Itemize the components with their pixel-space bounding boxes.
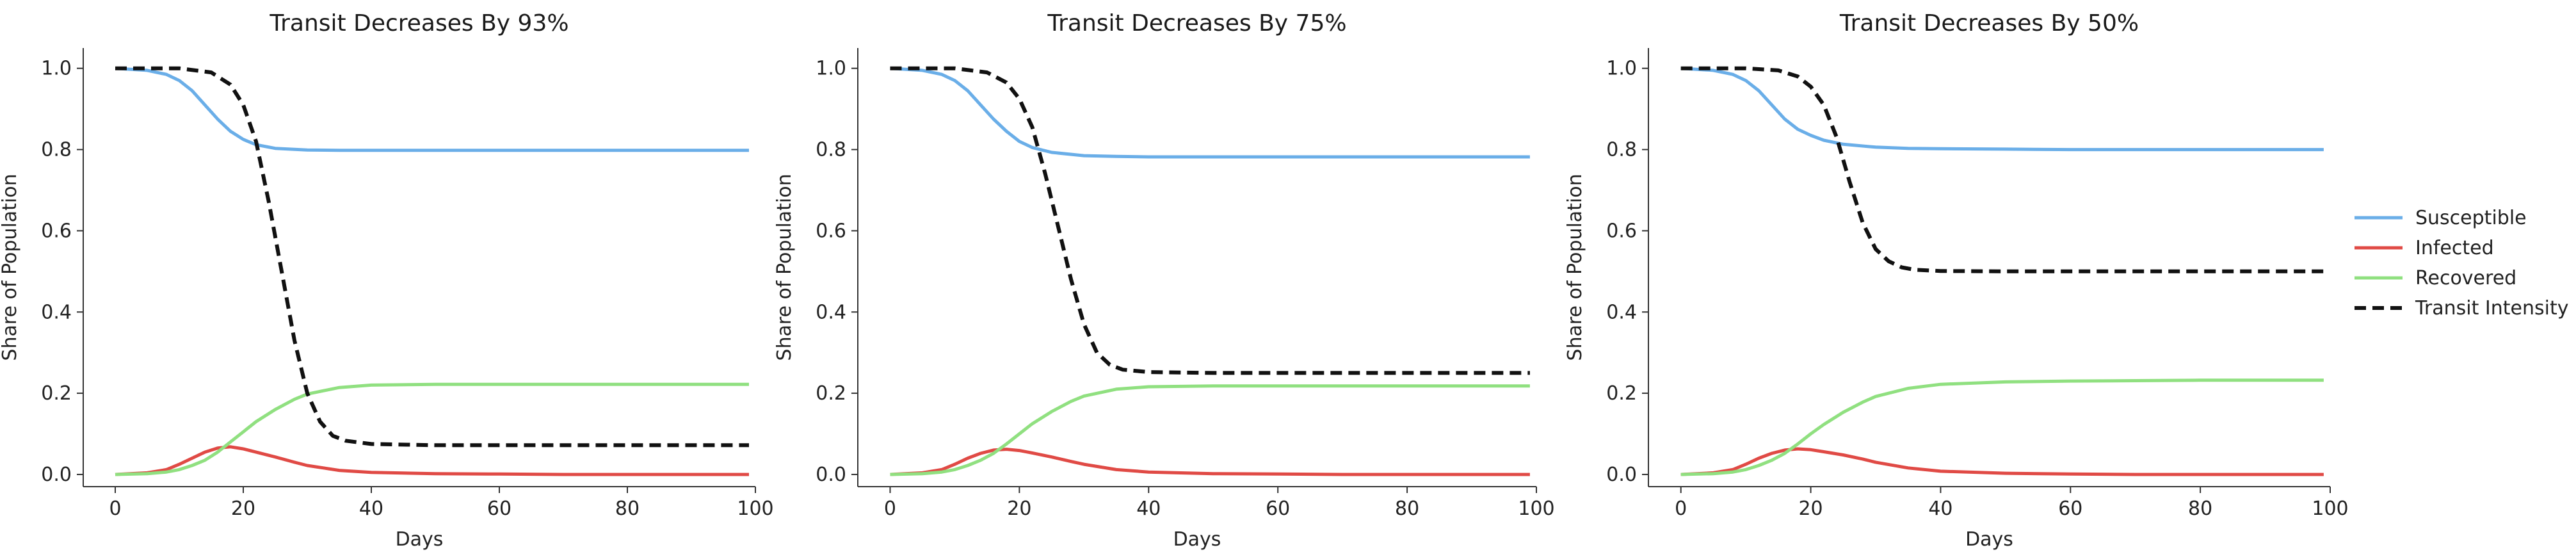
- y-tick-label: 1.0: [41, 58, 72, 80]
- series-line-infected: [115, 445, 749, 476]
- y-axis-label: Share of Population: [773, 174, 796, 361]
- legend-item-transit-intensity: Transit Intensity: [2355, 297, 2569, 320]
- x-tick-label: 20: [231, 498, 255, 520]
- x-tick-label: 40: [1928, 498, 1952, 520]
- legend: Susceptible Infected Recovered Transit Inte…: [2355, 207, 2569, 320]
- y-tick-label: 0.8: [816, 139, 846, 161]
- legend-item-recovered: Recovered: [2355, 267, 2516, 289]
- legend-item-infected: Infected: [2355, 237, 2494, 259]
- y-tick-label: 0.6: [816, 220, 846, 242]
- y-tick-label: 0.4: [1606, 301, 1637, 323]
- series-line-infected: [1680, 447, 2324, 476]
- series-line-susceptible: [115, 67, 749, 152]
- chart-panel-2: Transit Decreases By 75% 0 20 40 60 80 100 0.0 0…: [773, 10, 1555, 551]
- series-line-transit-intensity: [1680, 66, 2324, 273]
- y-axis-label: Share of Population: [0, 174, 21, 361]
- legend-item-susceptible: Susceptible: [2355, 207, 2527, 229]
- y-tick-label: 0.8: [41, 139, 72, 161]
- x-tick-label: 80: [2188, 498, 2212, 520]
- x-tick-label: 80: [615, 498, 640, 520]
- series-line-recovered: [1680, 378, 2324, 476]
- x-tick-label: 0: [1675, 498, 1687, 520]
- y-axis-label: Share of Population: [1564, 174, 1586, 361]
- y-tick-label: 0.2: [1606, 382, 1637, 405]
- x-tick-label: 60: [2058, 498, 2082, 520]
- legend-label: Infected: [2415, 237, 2494, 259]
- y-tick-label: 0.6: [41, 220, 72, 242]
- y-tick-label: 0.8: [1606, 139, 1637, 161]
- y-tick-label: 0.0: [41, 464, 72, 486]
- series-line-susceptible: [1680, 67, 2324, 152]
- y-tick-label: 0.2: [816, 382, 846, 405]
- x-tick-label: 100: [2312, 498, 2348, 520]
- x-tick-label: 0: [109, 498, 121, 520]
- y-tick-label: 0.4: [816, 301, 846, 323]
- legend-label: Transit Intensity: [2415, 297, 2569, 320]
- x-axis-label: Days: [396, 528, 444, 551]
- y-tick-label: 0.6: [1606, 220, 1637, 242]
- y-tick-label: 1.0: [816, 58, 846, 80]
- x-tick-label: 80: [1395, 498, 1419, 520]
- x-axis-label: Days: [1173, 528, 1221, 551]
- legend-label: Recovered: [2415, 267, 2516, 289]
- legend-label: Susceptible: [2415, 207, 2527, 229]
- x-tick-label: 100: [1518, 498, 1554, 520]
- x-tick-label: 60: [1266, 498, 1290, 520]
- y-tick-label: 0.2: [41, 382, 72, 405]
- y-tick-label: 0.0: [1606, 464, 1637, 486]
- series-line-recovered: [890, 384, 1530, 476]
- x-tick-label: 60: [487, 498, 511, 520]
- chart-title: Transit Decreases By 50%: [1839, 10, 2139, 36]
- series-line-infected: [890, 448, 1530, 476]
- chart-panel-1: Transit Decreases By 93% 0 20 40 60 80 100 0.0 0…: [0, 10, 774, 551]
- chart-panel-3: Transit Decreases By 50% 0 20 40 60 80 100 0.0 0…: [1564, 10, 2349, 551]
- x-tick-label: 20: [1798, 498, 1823, 520]
- y-tick-label: 0.4: [41, 301, 72, 323]
- x-tick-label: 0: [884, 498, 896, 520]
- x-tick-label: 40: [1136, 498, 1161, 520]
- series-line-susceptible: [890, 67, 1530, 159]
- chart-title: Transit Decreases By 93%: [269, 10, 568, 36]
- x-tick-label: 20: [1007, 498, 1031, 520]
- x-tick-label: 100: [737, 498, 773, 520]
- series-line-transit-intensity: [890, 66, 1530, 375]
- y-tick-label: 1.0: [1606, 58, 1637, 80]
- x-tick-label: 40: [359, 498, 383, 520]
- x-axis-label: Days: [1965, 528, 2013, 551]
- series-line-recovered: [115, 382, 749, 476]
- y-tick-label: 0.0: [816, 464, 846, 486]
- series-line-transit-intensity: [115, 66, 749, 448]
- chart-title: Transit Decreases By 75%: [1047, 10, 1346, 36]
